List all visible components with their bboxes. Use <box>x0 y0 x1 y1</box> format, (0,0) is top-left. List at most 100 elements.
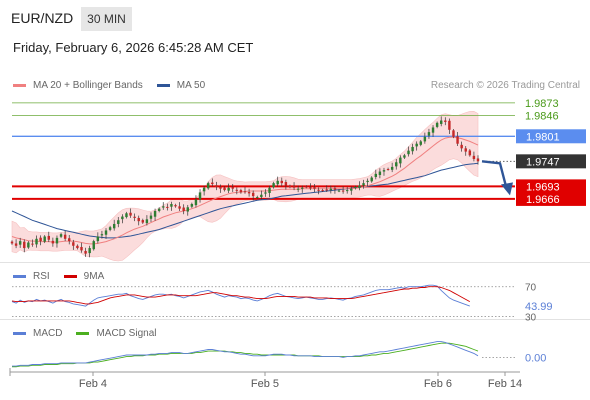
candle-body <box>39 237 42 242</box>
candle-body <box>386 169 390 171</box>
ma50-legend-label: MA 50 <box>176 80 206 91</box>
candle-body <box>190 204 194 207</box>
candle-body <box>145 219 149 224</box>
rsi-level-label-70: 70 <box>525 283 537 294</box>
x-tick-label: Feb 4 <box>79 378 107 390</box>
candle-body <box>72 242 75 246</box>
candle-body <box>104 230 108 235</box>
resistance-2-label: 1.9873 <box>525 98 559 110</box>
x-tick-label: Feb 14 <box>488 378 522 390</box>
candle-body <box>202 187 206 192</box>
candle-body <box>439 120 443 124</box>
candle-body <box>117 220 120 224</box>
candle-body <box>354 186 357 189</box>
rsi-level-label-30: 30 <box>525 313 537 324</box>
candle-body <box>280 180 284 184</box>
date-time: Friday, February 6, 2026 6:45:28 AM CET <box>13 40 254 55</box>
candle-body <box>141 220 145 223</box>
candle-body <box>68 238 71 242</box>
candle-body <box>182 207 185 211</box>
timeframe-button[interactable]: 30 MIN <box>81 7 132 31</box>
candle-body <box>227 187 230 191</box>
current-price-label: 1.9747 <box>526 156 560 168</box>
candle-body <box>313 187 316 189</box>
macd-legend: MACD MACD Signal <box>13 328 156 339</box>
candle-body <box>366 180 369 183</box>
candle-body <box>84 250 87 254</box>
candle-body <box>399 157 402 164</box>
candle-body <box>476 158 480 162</box>
macd-legend-label: MACD <box>33 328 63 339</box>
candle-body <box>431 127 435 133</box>
candle-body <box>419 141 422 145</box>
candle-body <box>219 186 222 189</box>
candle-body <box>211 182 214 185</box>
candle-body <box>264 192 267 194</box>
candle-body <box>59 234 63 237</box>
panel-divider-rsi <box>0 262 590 263</box>
candle-body <box>435 122 439 127</box>
candle-body <box>231 187 234 189</box>
panel-divider-macd <box>0 319 590 320</box>
candle-body <box>112 223 116 229</box>
candle-body <box>427 132 431 136</box>
candle-body <box>170 204 173 207</box>
candle-body <box>206 183 210 189</box>
candle-body <box>133 216 136 218</box>
candle-body <box>370 177 373 182</box>
candle-body <box>407 150 410 155</box>
candle-body <box>243 191 247 193</box>
candle-body <box>121 216 124 220</box>
candle-body <box>51 240 55 244</box>
candle-body <box>305 186 308 188</box>
macd-swatch <box>13 332 26 335</box>
candle-body <box>76 245 79 249</box>
candle-body <box>55 237 59 244</box>
candle-body <box>178 206 181 209</box>
candle-body <box>31 243 34 245</box>
candle-body <box>272 183 275 188</box>
candle-body <box>80 246 83 251</box>
ma20-swatch <box>13 84 26 87</box>
candle-body <box>345 190 349 192</box>
forecast-arrow-line <box>481 160 508 187</box>
rsi-current-label: 43.99 <box>525 301 553 313</box>
pivot-label: 1.9801 <box>526 131 560 143</box>
candle-body <box>390 166 394 170</box>
candle-body <box>18 241 22 245</box>
candle-body <box>108 227 112 230</box>
candle-body <box>92 241 95 250</box>
candle-body <box>63 234 67 239</box>
macd-line <box>12 341 479 367</box>
candle-body <box>100 234 104 236</box>
candle-body <box>247 192 251 194</box>
current-price-tag <box>516 154 586 169</box>
candle-body <box>423 136 427 142</box>
candle-body <box>35 238 38 245</box>
candle-body <box>239 190 243 193</box>
macd-zero-label: 0.00 <box>525 352 546 364</box>
candle-body <box>96 236 100 242</box>
candle-body <box>27 242 30 248</box>
candle-body <box>341 190 345 192</box>
candle-body <box>288 186 292 188</box>
candle-body <box>137 217 140 222</box>
candle-body <box>337 190 341 192</box>
candle-body <box>296 188 300 190</box>
candle-body <box>468 150 472 156</box>
candle-body <box>125 213 128 218</box>
ma20-legend-label: MA 20 + Bollinger Bands <box>33 80 143 91</box>
candle-body <box>23 241 26 249</box>
candle-body <box>10 241 14 244</box>
rsi-ma-line <box>11 286 471 305</box>
candle-body <box>194 199 198 206</box>
candle-body <box>251 192 255 197</box>
candle-body <box>162 206 165 208</box>
candle-body <box>448 120 451 130</box>
x-tick-label: Feb 5 <box>251 378 279 390</box>
candle-body <box>166 206 169 208</box>
candle-body <box>378 171 382 175</box>
candle-body <box>215 185 218 187</box>
candle-body <box>301 187 304 189</box>
